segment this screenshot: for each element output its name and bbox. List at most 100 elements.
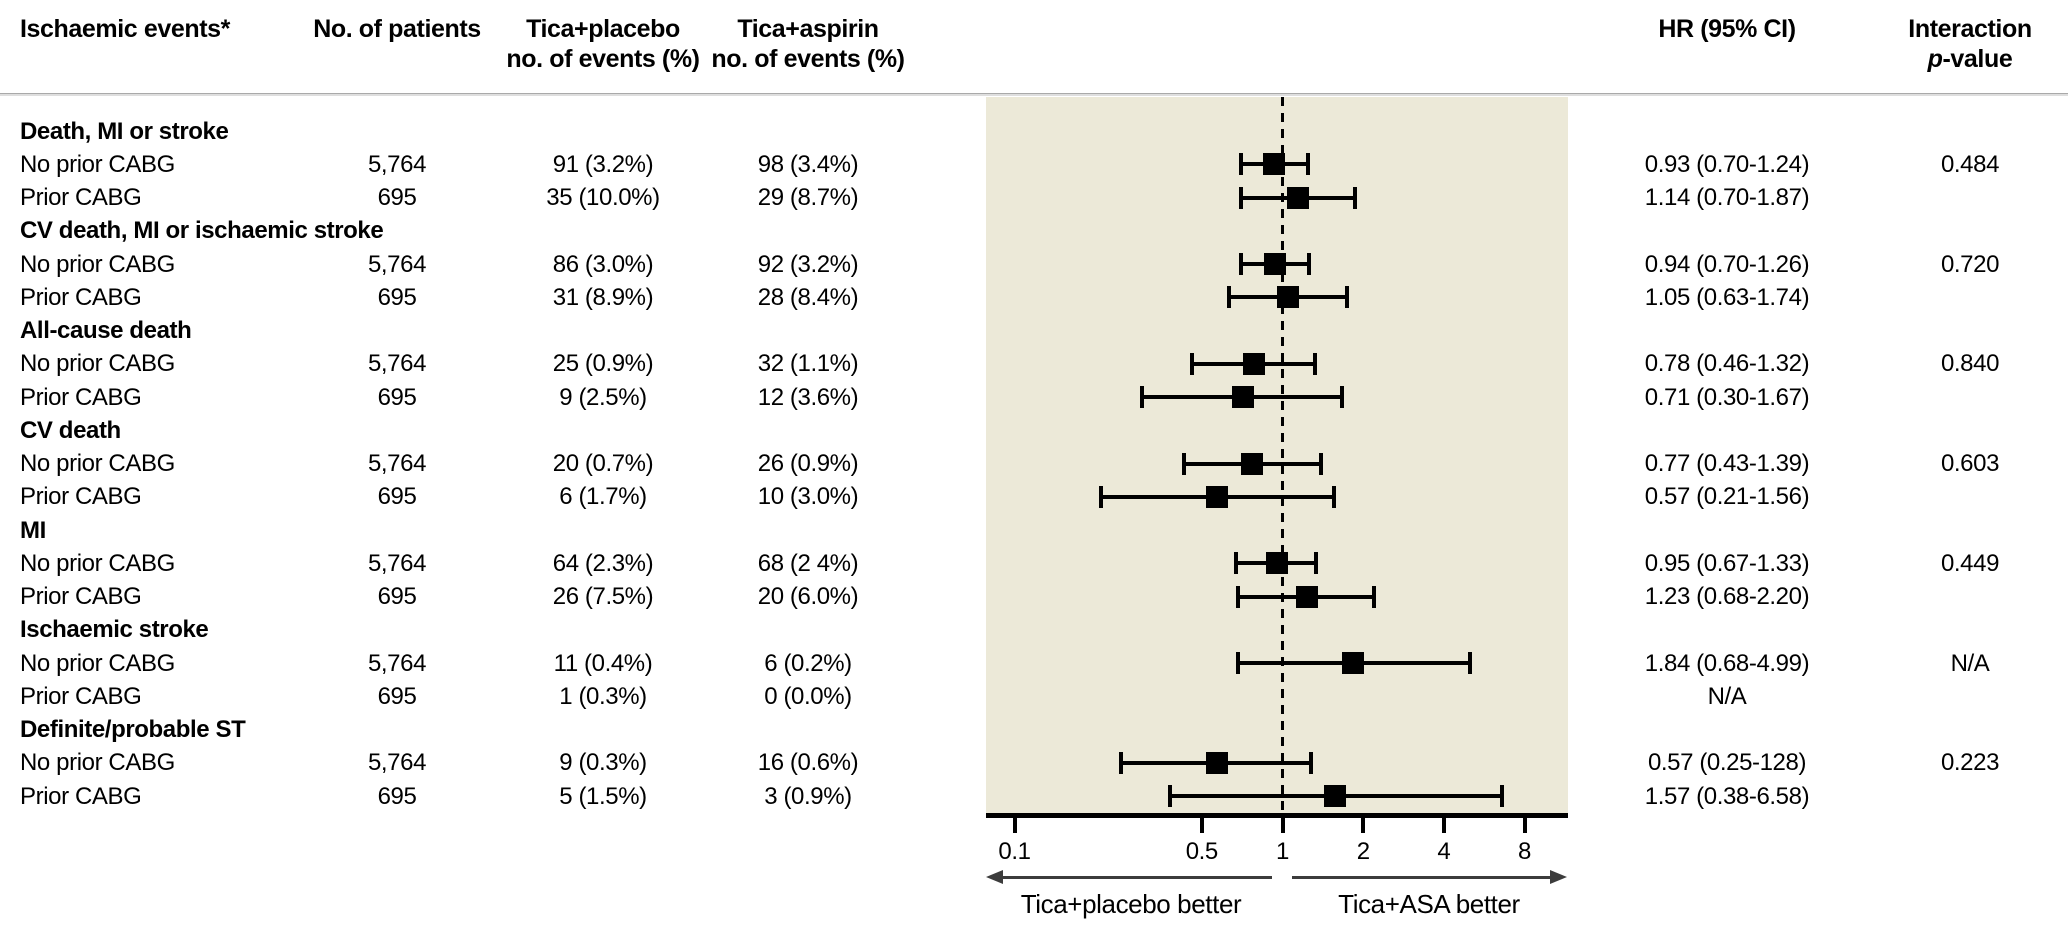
aspirin-events-value: 29 (8.7%) bbox=[757, 184, 859, 211]
aspirin-events-value: 32 (1.1%) bbox=[757, 350, 859, 378]
x-axis-tick-label: 2 bbox=[1356, 838, 1370, 865]
patients-value: 695 bbox=[377, 283, 417, 311]
row-label: Prior CABG bbox=[20, 483, 142, 511]
interaction-p-value: N/A bbox=[1950, 649, 1990, 677]
row-label: No prior CABG bbox=[20, 450, 175, 477]
ci-cap-right bbox=[1499, 785, 1504, 807]
patients-value: 695 bbox=[377, 782, 417, 810]
aspirin-events-value: 92 (3.2%) bbox=[757, 250, 859, 278]
x-axis-tick-label: 0.1 bbox=[998, 838, 1031, 865]
interaction-p-value: 0.223 bbox=[1940, 749, 2000, 777]
patients-value: 5,764 bbox=[367, 549, 427, 577]
placebo-events-value: 11 (0.4%) bbox=[553, 649, 653, 677]
row-label: No prior CABG bbox=[20, 649, 175, 677]
ci-cap-right bbox=[1340, 386, 1345, 408]
ci-cap-left bbox=[1226, 286, 1231, 309]
hr-ci-value: 1.23 (0.68-2.20) bbox=[1644, 583, 1810, 610]
ci-cap-left bbox=[1233, 552, 1238, 575]
aspirin-events-value: 28 (8.4%) bbox=[757, 283, 859, 311]
right-arrow-line bbox=[1292, 876, 1550, 879]
aspirin-events-value: 6 (0.2%) bbox=[764, 649, 852, 677]
hr-marker bbox=[1295, 585, 1318, 608]
column-header-placebo-line1: Tica+placebo bbox=[526, 15, 680, 43]
x-axis-tick bbox=[1199, 818, 1204, 833]
patients-value: 5,764 bbox=[367, 649, 427, 677]
column-header-events: Ischaemic events* bbox=[20, 15, 230, 43]
aspirin-events-value: 16 (0.6%) bbox=[757, 749, 859, 777]
hr-ci-value: 1.14 (0.70-1.87) bbox=[1644, 184, 1810, 211]
column-header-interaction-line2: p-value bbox=[1860, 44, 2068, 74]
ci-cap-left bbox=[1238, 253, 1243, 275]
x-axis-line bbox=[986, 813, 1568, 818]
group-label: CV death bbox=[20, 416, 121, 444]
ci-cap-left bbox=[1238, 186, 1243, 209]
row-label: No prior CABG bbox=[20, 250, 175, 278]
ci-cap-left bbox=[1182, 452, 1187, 475]
row-label: Prior CABG bbox=[20, 184, 142, 211]
group-label: All-cause death bbox=[20, 317, 192, 344]
hr-marker bbox=[1206, 485, 1229, 508]
x-axis-tick-label: 8 bbox=[1518, 838, 1531, 865]
column-header-placebo-line2: no. of events (%) bbox=[506, 45, 700, 73]
hr-marker bbox=[1286, 186, 1309, 209]
column-header-interaction: Interaction p-value bbox=[1860, 14, 2068, 74]
hr-ci-value: 1.57 (0.38-6.58) bbox=[1644, 782, 1810, 810]
group-label: Ischaemic stroke bbox=[20, 616, 209, 644]
x-axis-tick-label: 0.5 bbox=[1185, 838, 1219, 865]
ci-cap-left bbox=[1140, 386, 1145, 408]
ci-cap-right bbox=[1353, 186, 1358, 209]
ci-cap-left bbox=[1190, 352, 1195, 375]
placebo-events-value: 9 (0.3%) bbox=[559, 749, 647, 777]
placebo-events-value: 20 (0.7%) bbox=[552, 450, 654, 477]
placebo-events-value: 25 (0.9%) bbox=[552, 350, 654, 378]
aspirin-events-value: 20 (6.0%) bbox=[757, 583, 859, 610]
placebo-events-value: 91 (3.2%) bbox=[552, 150, 654, 178]
placebo-events-value: 86 (3.0%) bbox=[552, 250, 654, 278]
ci-cap-right bbox=[1313, 552, 1318, 575]
row-label: Prior CABG bbox=[20, 583, 142, 610]
x-axis-tick bbox=[1441, 818, 1446, 833]
left-arrow-line bbox=[1000, 876, 1272, 879]
patients-value: 5,764 bbox=[367, 150, 427, 178]
aspirin-events-value: 10 (3.0%) bbox=[757, 483, 859, 511]
column-header-aspirin: Tica+aspirin no. of events (%) bbox=[683, 14, 933, 74]
direction-label-left: Tica+placebo better bbox=[1020, 889, 1242, 919]
aspirin-events-value: 68 (2 4%) bbox=[757, 549, 859, 577]
hr-marker bbox=[1324, 785, 1346, 807]
placebo-events-value: 5 (1.5%) bbox=[559, 782, 647, 810]
hr-marker bbox=[1265, 552, 1288, 575]
group-label: MI bbox=[20, 516, 46, 544]
interaction-p-value: 0.603 bbox=[1940, 450, 2000, 477]
ci-cap-right bbox=[1332, 485, 1337, 508]
p-suffix: -value bbox=[1942, 45, 2013, 73]
hr-ci-value: 0.94 (0.70-1.26) bbox=[1644, 250, 1810, 278]
interaction-p-value: 0.840 bbox=[1940, 350, 2000, 378]
group-label: Definite/probable ST bbox=[20, 716, 246, 743]
patients-value: 5,764 bbox=[367, 450, 427, 477]
x-axis-tick-label: 4 bbox=[1437, 838, 1451, 865]
column-header-placebo: Tica+placebo no. of events (%) bbox=[478, 14, 728, 74]
ci-cap-right bbox=[1312, 352, 1317, 375]
column-header-hr: HR (95% CI) bbox=[1658, 15, 1796, 43]
hr-marker bbox=[1264, 253, 1287, 275]
ci-cap-right bbox=[1318, 452, 1323, 475]
hr-marker bbox=[1242, 352, 1265, 375]
group-label: Death, MI or stroke bbox=[20, 117, 229, 145]
ci-cap-right bbox=[1305, 153, 1310, 176]
row-label: No prior CABG bbox=[20, 749, 175, 777]
hr-marker bbox=[1206, 751, 1229, 774]
x-axis-tick bbox=[1280, 818, 1285, 833]
aspirin-events-value: 12 (3.6%) bbox=[757, 383, 859, 411]
ci-cap-right bbox=[1467, 652, 1472, 674]
hr-ci-value: 0.71 (0.30-1.67) bbox=[1644, 383, 1810, 411]
ci-cap-left bbox=[1167, 785, 1172, 807]
row-label: Prior CABG bbox=[20, 283, 142, 311]
left-arrowhead-icon bbox=[986, 870, 1003, 884]
patients-value: 695 bbox=[377, 483, 417, 511]
ci-cap-right bbox=[1307, 253, 1312, 275]
p-italic: p bbox=[1927, 45, 1943, 73]
patients-value: 5,764 bbox=[367, 749, 427, 777]
x-axis-tick-label: 1 bbox=[1276, 838, 1289, 865]
hr-ci-value: 1.84 (0.68-4.99) bbox=[1644, 649, 1810, 677]
